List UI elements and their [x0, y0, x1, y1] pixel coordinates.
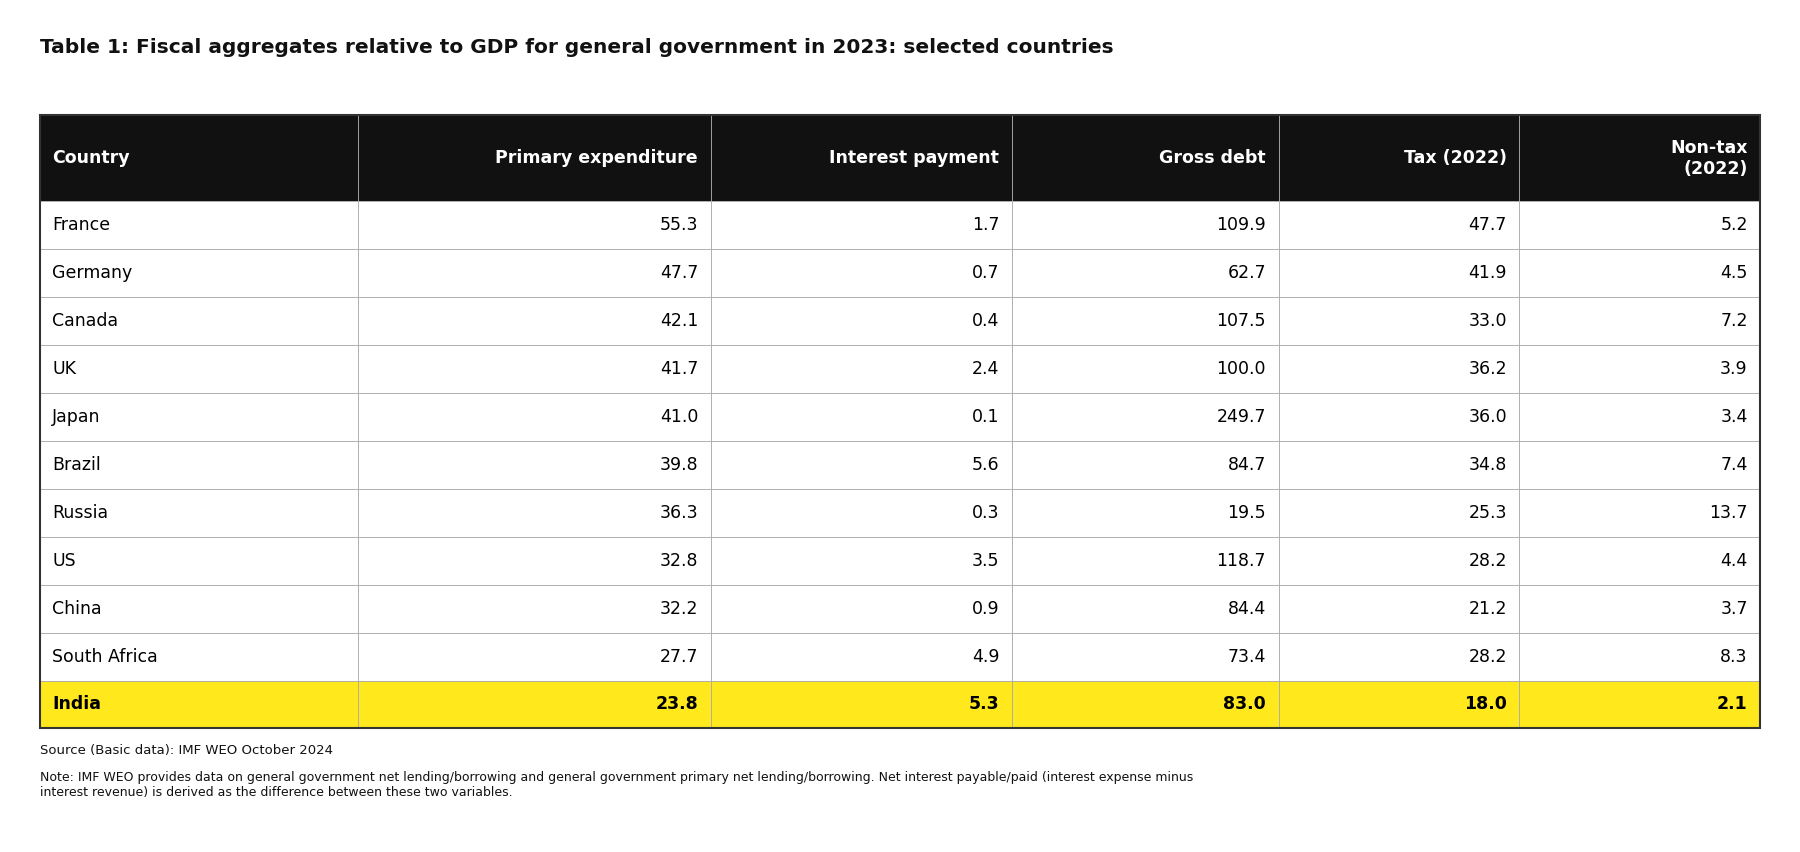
Text: Source (Basic data): IMF WEO October 2024: Source (Basic data): IMF WEO October 202… — [40, 744, 333, 757]
Text: 32.2: 32.2 — [659, 600, 698, 618]
Text: 118.7: 118.7 — [1217, 552, 1265, 570]
Text: 36.3: 36.3 — [659, 504, 698, 521]
Text: 28.2: 28.2 — [1469, 552, 1507, 570]
Text: 5.2: 5.2 — [1721, 216, 1748, 234]
Text: 36.2: 36.2 — [1469, 360, 1507, 378]
Text: 28.2: 28.2 — [1469, 648, 1507, 665]
Text: 0.9: 0.9 — [972, 600, 999, 618]
Text: 2.1: 2.1 — [1717, 695, 1748, 713]
Text: 13.7: 13.7 — [1710, 504, 1748, 521]
Text: 39.8: 39.8 — [659, 456, 698, 474]
Text: 2.4: 2.4 — [972, 360, 999, 378]
Text: 33.0: 33.0 — [1469, 312, 1507, 330]
Text: Russia: Russia — [52, 504, 108, 521]
Text: South Africa: South Africa — [52, 648, 158, 665]
Text: 3.7: 3.7 — [1721, 600, 1748, 618]
Text: 25.3: 25.3 — [1469, 504, 1507, 521]
Text: 32.8: 32.8 — [659, 552, 698, 570]
Text: 34.8: 34.8 — [1469, 456, 1507, 474]
Text: Country: Country — [52, 149, 130, 167]
Text: 4.4: 4.4 — [1721, 552, 1748, 570]
Text: 5.3: 5.3 — [968, 695, 999, 713]
Text: 84.4: 84.4 — [1228, 600, 1265, 618]
Text: 18.0: 18.0 — [1463, 695, 1507, 713]
Text: 27.7: 27.7 — [659, 648, 698, 665]
Text: 4.5: 4.5 — [1721, 264, 1748, 282]
Text: 62.7: 62.7 — [1228, 264, 1265, 282]
Text: Japan: Japan — [52, 408, 101, 426]
Text: 55.3: 55.3 — [659, 216, 698, 234]
Text: 21.2: 21.2 — [1469, 600, 1507, 618]
Text: 36.0: 36.0 — [1469, 408, 1507, 426]
Text: 100.0: 100.0 — [1217, 360, 1265, 378]
Text: India: India — [52, 695, 101, 713]
Text: 0.4: 0.4 — [972, 312, 999, 330]
Text: 73.4: 73.4 — [1228, 648, 1265, 665]
Text: 41.9: 41.9 — [1469, 264, 1507, 282]
Text: 107.5: 107.5 — [1217, 312, 1265, 330]
Text: 84.7: 84.7 — [1228, 456, 1265, 474]
Text: Tax (2022): Tax (2022) — [1404, 149, 1507, 167]
Text: 41.7: 41.7 — [661, 360, 698, 378]
Text: 109.9: 109.9 — [1217, 216, 1265, 234]
Text: 47.7: 47.7 — [1469, 216, 1507, 234]
Text: 5.6: 5.6 — [972, 456, 999, 474]
Text: 0.7: 0.7 — [972, 264, 999, 282]
Text: 83.0: 83.0 — [1224, 695, 1265, 713]
Text: Non-tax
(2022): Non-tax (2022) — [1670, 139, 1748, 177]
Text: Table 1: Fiscal aggregates relative to GDP for general government in 2023: selec: Table 1: Fiscal aggregates relative to G… — [40, 38, 1112, 57]
Text: Interest payment: Interest payment — [830, 149, 999, 167]
Text: 7.4: 7.4 — [1721, 456, 1748, 474]
Text: UK: UK — [52, 360, 76, 378]
Text: France: France — [52, 216, 110, 234]
Text: 1.7: 1.7 — [972, 216, 999, 234]
Text: 249.7: 249.7 — [1217, 408, 1265, 426]
Text: Canada: Canada — [52, 312, 119, 330]
Text: Gross debt: Gross debt — [1159, 149, 1265, 167]
Text: 3.5: 3.5 — [972, 552, 999, 570]
Text: Brazil: Brazil — [52, 456, 101, 474]
Text: Note: IMF WEO provides data on general government net lending/borrowing and gene: Note: IMF WEO provides data on general g… — [40, 771, 1193, 799]
Text: US: US — [52, 552, 76, 570]
Text: 0.1: 0.1 — [972, 408, 999, 426]
Text: 47.7: 47.7 — [661, 264, 698, 282]
Text: 4.9: 4.9 — [972, 648, 999, 665]
Text: 0.3: 0.3 — [972, 504, 999, 521]
Text: 7.2: 7.2 — [1721, 312, 1748, 330]
Text: 3.4: 3.4 — [1721, 408, 1748, 426]
Text: 3.9: 3.9 — [1721, 360, 1748, 378]
Text: Primary expenditure: Primary expenditure — [495, 149, 698, 167]
Text: Germany: Germany — [52, 264, 133, 282]
Text: 42.1: 42.1 — [661, 312, 698, 330]
Text: 23.8: 23.8 — [655, 695, 698, 713]
Text: 8.3: 8.3 — [1721, 648, 1748, 665]
Text: 41.0: 41.0 — [661, 408, 698, 426]
Text: 19.5: 19.5 — [1228, 504, 1265, 521]
Text: China: China — [52, 600, 103, 618]
